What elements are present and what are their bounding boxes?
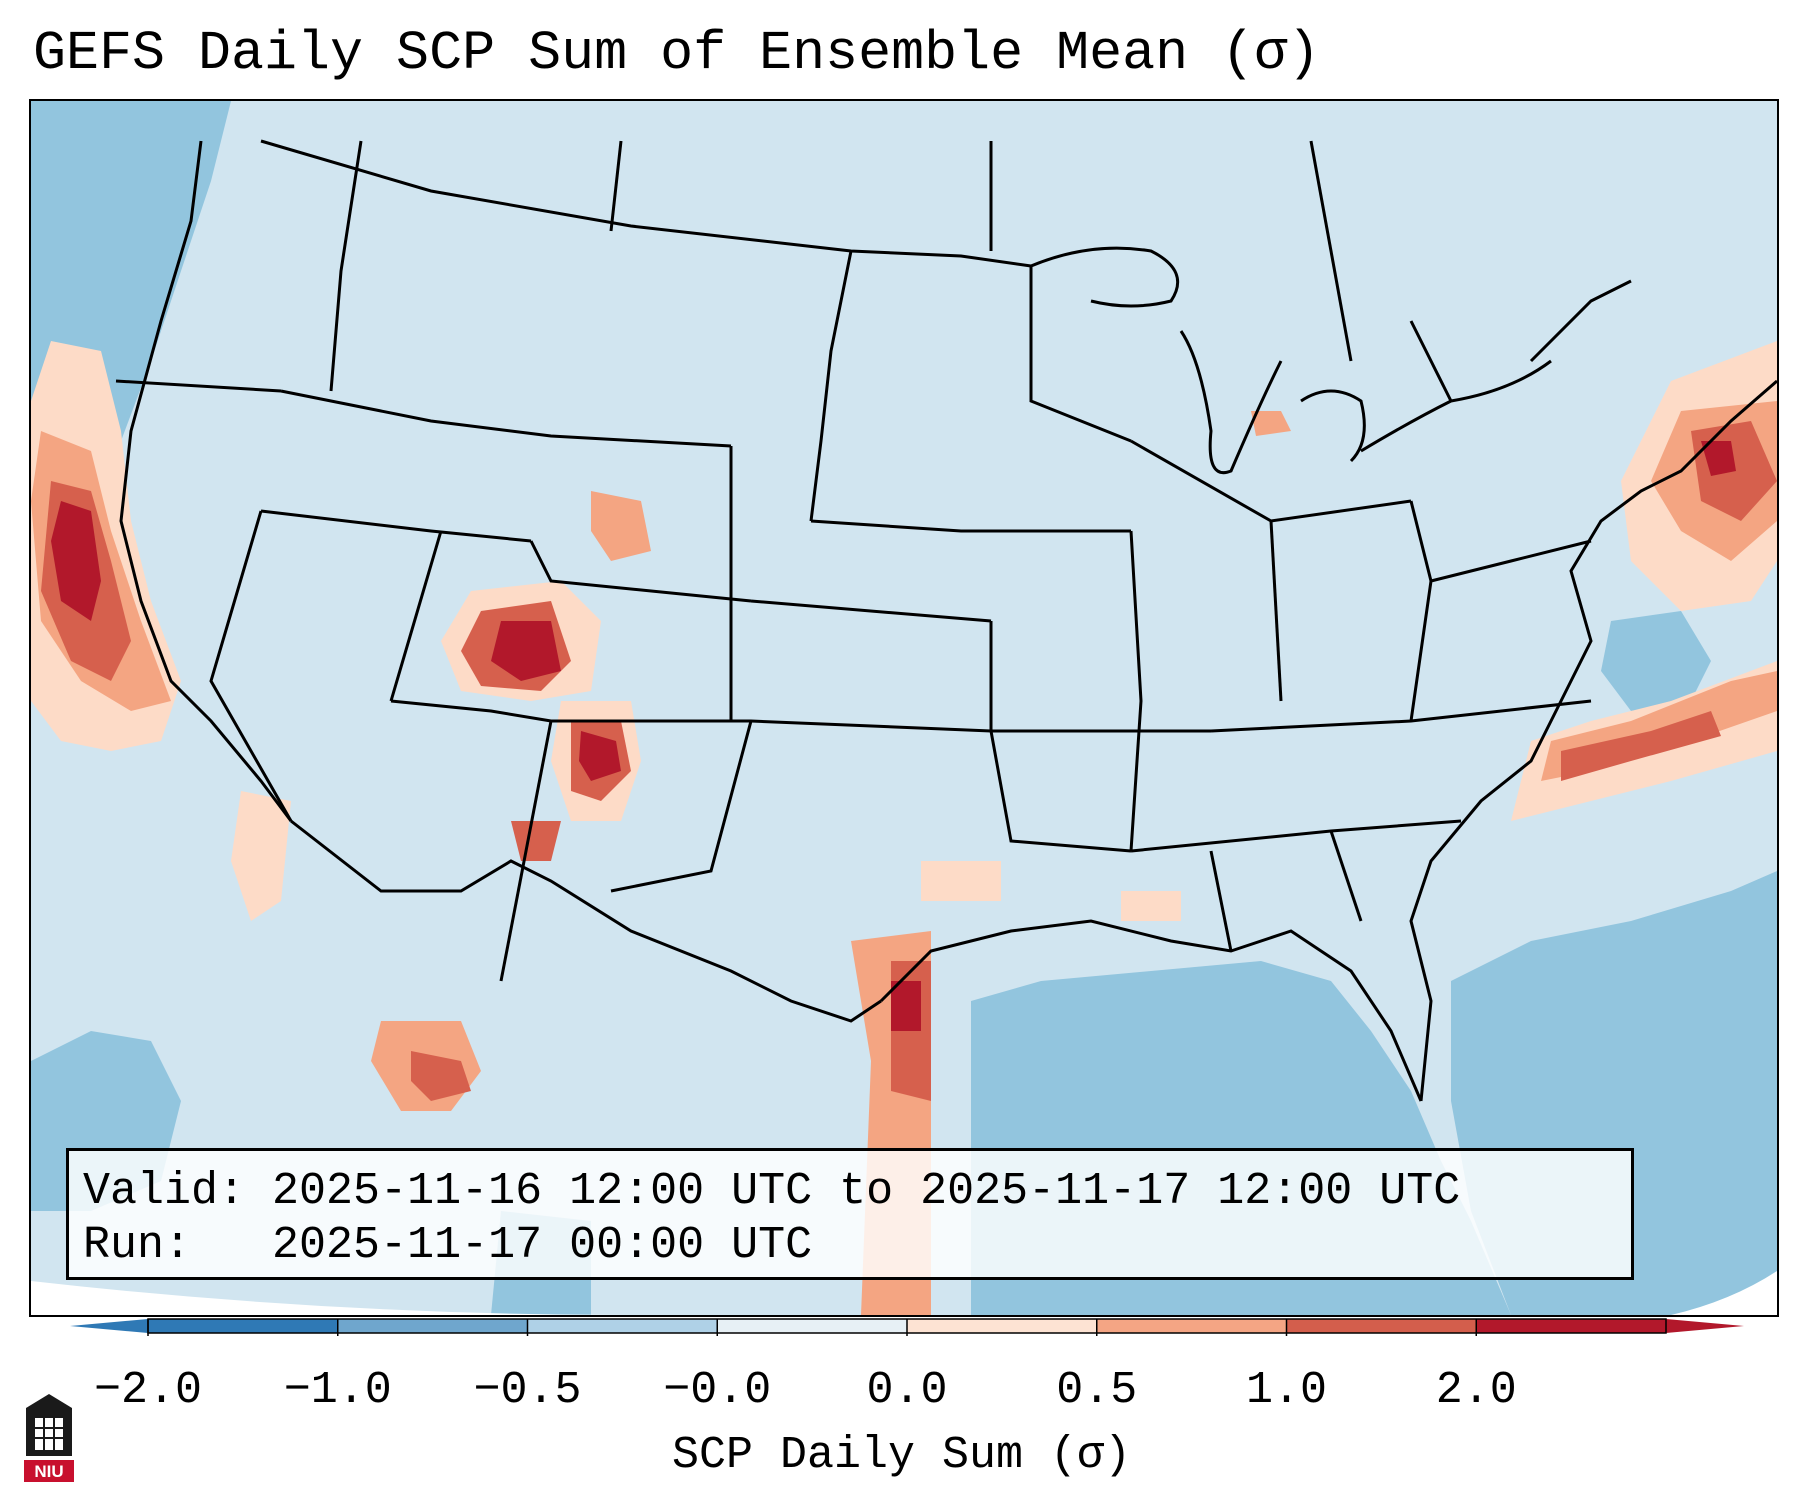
colorbar-segment <box>1096 1319 1287 1333</box>
projection-edge <box>31 1281 631 1315</box>
colorbar-tick-label: −1.0 <box>283 1365 392 1416</box>
colorbar-tick-label: 1.0 <box>1245 1365 1328 1416</box>
colorbar-segment <box>337 1319 528 1333</box>
colorbar-segment <box>907 1319 1098 1333</box>
valid-row: Valid: 2025-11-16 12:00 UTC to 2025-11-1… <box>83 1165 1631 1219</box>
colorbar-tick-label: −0.0 <box>663 1365 772 1416</box>
positive-anomaly-regions <box>31 341 1777 1315</box>
run-label: Run: <box>83 1220 192 1271</box>
scp-map <box>31 101 1777 1315</box>
colorbar-extend-low <box>70 1319 148 1333</box>
colorbar-segment <box>717 1319 908 1333</box>
colorbar <box>70 1318 1744 1336</box>
niu-logo-badge <box>24 1460 74 1482</box>
valid-value: 2025-11-16 12:00 UTC to 2025-11-17 12:00… <box>272 1166 1461 1217</box>
colorbar-segment <box>148 1319 339 1333</box>
colorbar-label: SCP Daily Sum (σ) <box>671 1430 1132 1481</box>
valid-run-info-box: Valid: 2025-11-16 12:00 UTC to 2025-11-1… <box>66 1148 1634 1280</box>
colorbar-tick-label: −2.0 <box>93 1365 203 1416</box>
map-title: GEFS Daily SCP Sum of Ensemble Mean (σ) <box>33 22 1321 85</box>
colorbar-segment <box>527 1319 718 1333</box>
colorbar-segment <box>1286 1319 1477 1333</box>
niu-logo-text: NIU <box>34 1462 63 1481</box>
colorbar-segment <box>1476 1319 1667 1333</box>
political-borders <box>115 139 1777 1102</box>
projection-edge-right <box>1671 1271 1777 1315</box>
valid-label: Valid: <box>83 1166 246 1217</box>
niu-logo: NIU <box>24 1394 74 1482</box>
colorbar-tick-label: −0.5 <box>473 1365 582 1416</box>
run-row: Run: 2025-11-17 00:00 UTC <box>83 1219 1631 1273</box>
run-value: 2025-11-17 00:00 UTC <box>272 1220 813 1271</box>
map-panel <box>29 99 1779 1317</box>
colorbar-extend-high <box>1666 1319 1744 1333</box>
colorbar-tick-label: 2.0 <box>1435 1365 1517 1416</box>
colorbar-tick-label: 0.5 <box>1056 1365 1138 1416</box>
colorbar-tick-label: 0.0 <box>866 1365 948 1416</box>
